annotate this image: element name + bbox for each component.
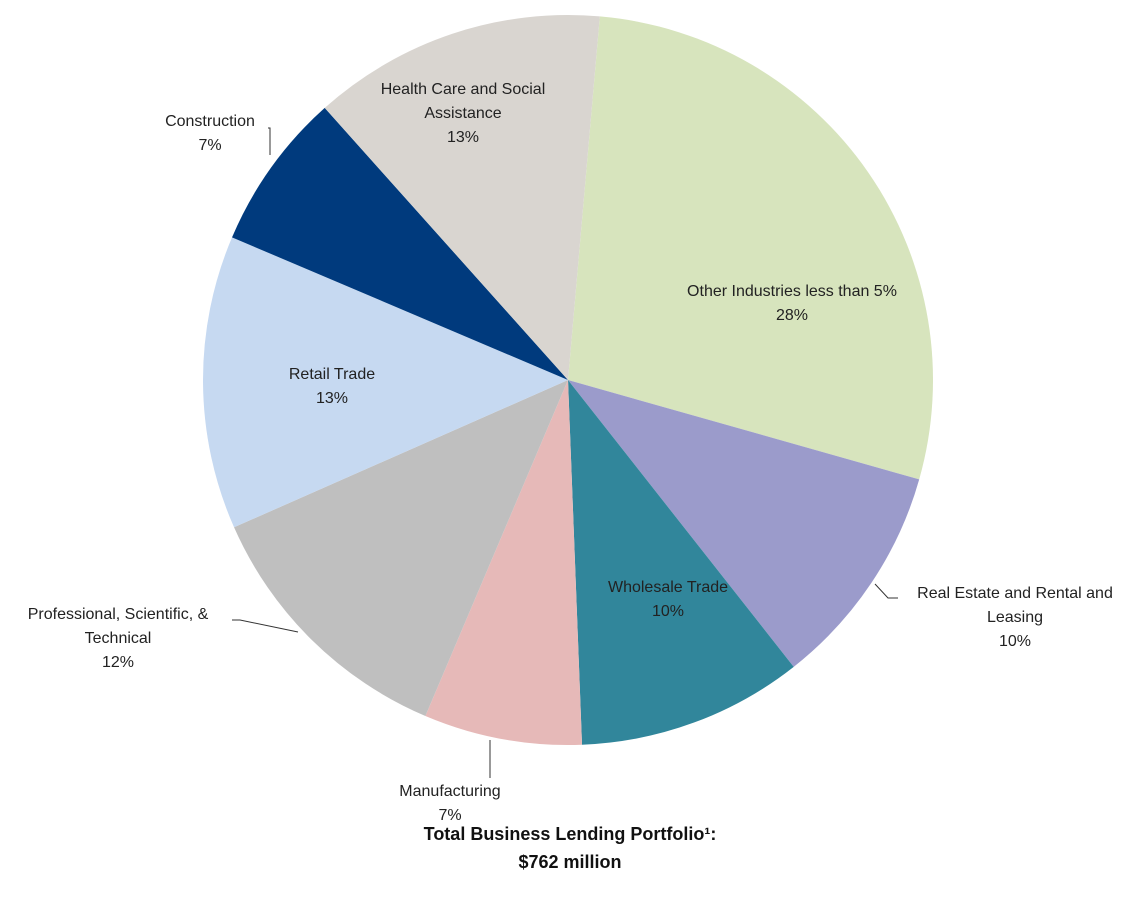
slice-label: Manufacturing 7% xyxy=(350,780,550,828)
slice-label: Wholesale Trade 10% xyxy=(568,576,768,624)
value-label: 7% xyxy=(438,807,462,824)
value-label: 28% xyxy=(775,307,809,324)
leader-line xyxy=(874,583,898,599)
value-label: 10% xyxy=(998,633,1032,650)
category-label: Wholesale Trade xyxy=(607,579,729,596)
pie-slice xyxy=(568,16,934,480)
pie-slice xyxy=(425,380,583,745)
value-label: 12% xyxy=(101,654,135,671)
leader-lines xyxy=(232,127,898,778)
value-label: 7% xyxy=(198,137,222,154)
category-label: Health Care and Social Assistance xyxy=(380,81,546,122)
value-label: 13% xyxy=(315,390,349,407)
slice-label: Construction 7% xyxy=(130,110,290,158)
chart-subtitle: $762 million xyxy=(518,852,622,872)
pie-slice xyxy=(568,380,794,745)
slice-label: Real Estate and Rental and Leasing 10% xyxy=(890,582,1140,654)
category-label: Manufacturing xyxy=(399,783,501,800)
category-label: Real Estate and Rental and Leasing xyxy=(917,585,1113,626)
leader-line xyxy=(232,619,299,633)
chart-title: Total Business Lending Portfolio¹: xyxy=(423,824,717,844)
slice-label: Retail Trade 13% xyxy=(252,363,412,411)
category-label: Construction xyxy=(165,113,255,130)
pie-slice xyxy=(203,237,569,528)
slice-label: Health Care and Social Assistance 13% xyxy=(363,78,563,150)
slice-label: Professional, Scientific, & Technical 12% xyxy=(0,603,238,675)
pie-slice xyxy=(234,380,568,716)
category-label: Other Industries less than 5% xyxy=(687,283,897,300)
category-label: Professional, Scientific, & Technical xyxy=(27,606,209,647)
slices xyxy=(203,15,934,745)
pie-slice xyxy=(232,107,568,381)
pie-slice xyxy=(568,380,920,667)
slice-label: Other Industries less than 5% 28% xyxy=(627,280,957,328)
value-label: 10% xyxy=(651,603,685,620)
category-label: Retail Trade xyxy=(288,366,376,383)
value-label: 13% xyxy=(446,129,480,146)
pie-slice xyxy=(324,15,600,381)
leader-line xyxy=(268,127,271,155)
